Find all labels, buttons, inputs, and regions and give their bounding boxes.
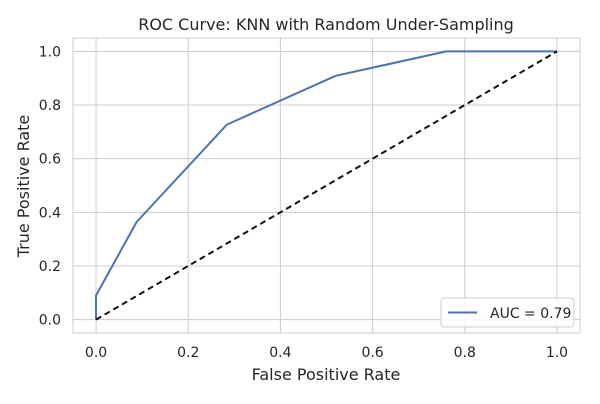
y-tick-label: 1.0: [39, 44, 61, 60]
x-tick-label: 0.4: [269, 345, 291, 361]
series-layer: [95, 50, 558, 321]
y-tick-label: 0.2: [39, 259, 61, 275]
chart-title: ROC Curve: KNN with Random Under-Samplin…: [138, 15, 514, 34]
legend: AUC = 0.79: [440, 297, 575, 328]
y-axis-label: True Positive Rate: [14, 115, 33, 259]
x-axis-label: False Positive Rate: [252, 365, 401, 384]
x-tick-label: 0.8: [454, 345, 476, 361]
chance-diagonal-line: [95, 50, 558, 321]
legend-label: AUC = 0.79: [490, 306, 571, 322]
x-tick-label: 0.6: [361, 345, 383, 361]
tick-layer: 0.0 0.2 0.4 0.6 0.8 1.0 0.0 0.2 0.4 0.6 0.8 1.0: [39, 44, 568, 361]
legend-box: [440, 297, 575, 328]
x-tick-label: 0.2: [177, 345, 199, 361]
y-tick-label: 0.8: [39, 98, 61, 114]
y-tick-label: 0.0: [39, 313, 61, 329]
y-tick-label: 0.6: [39, 152, 61, 168]
y-tick-label: 0.4: [39, 205, 61, 221]
x-tick-label: 1.0: [546, 345, 568, 361]
x-tick-label: 0.0: [85, 345, 107, 361]
roc-curve-line: [95, 50, 557, 320]
